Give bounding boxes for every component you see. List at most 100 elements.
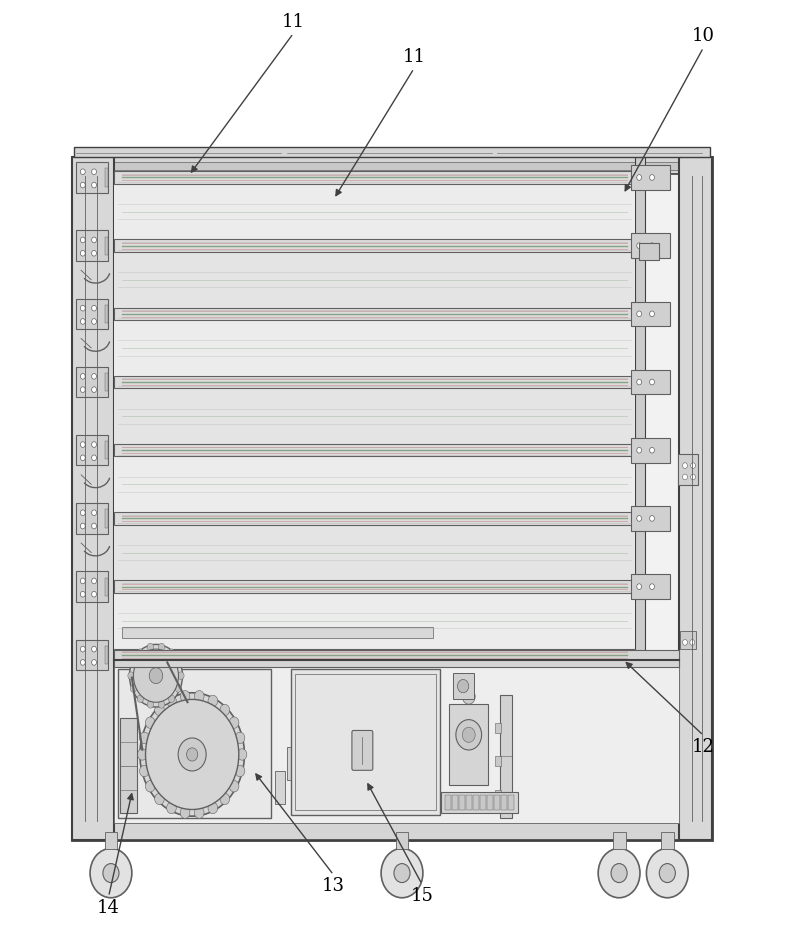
Circle shape [234,733,244,744]
Circle shape [92,510,96,515]
Circle shape [682,474,687,480]
Circle shape [145,716,155,728]
Circle shape [178,738,206,771]
Text: 11: 11 [282,13,304,30]
Circle shape [158,700,165,708]
FancyBboxPatch shape [118,669,271,818]
Text: 13: 13 [322,878,344,895]
FancyBboxPatch shape [507,795,513,810]
Circle shape [140,693,244,816]
Circle shape [682,463,687,469]
Circle shape [80,523,85,529]
Circle shape [636,584,641,589]
FancyBboxPatch shape [660,832,673,849]
FancyBboxPatch shape [679,157,711,840]
FancyBboxPatch shape [120,718,137,813]
Circle shape [80,441,85,447]
FancyBboxPatch shape [114,586,634,655]
Circle shape [229,781,238,792]
Circle shape [92,578,96,584]
Circle shape [92,591,96,597]
Circle shape [154,704,164,716]
FancyBboxPatch shape [677,455,697,485]
Circle shape [649,243,654,249]
FancyBboxPatch shape [612,832,625,849]
Circle shape [220,704,230,716]
FancyBboxPatch shape [105,578,108,596]
FancyBboxPatch shape [114,581,634,593]
FancyBboxPatch shape [76,640,108,670]
FancyBboxPatch shape [287,747,296,780]
FancyBboxPatch shape [500,795,506,810]
FancyBboxPatch shape [472,795,478,810]
Circle shape [177,672,184,679]
FancyBboxPatch shape [395,832,408,849]
FancyBboxPatch shape [114,246,634,314]
FancyBboxPatch shape [114,314,634,382]
Circle shape [168,695,174,702]
Circle shape [229,716,238,728]
Circle shape [208,802,218,813]
Text: 12: 12 [691,738,714,755]
Circle shape [92,387,96,393]
Circle shape [80,237,85,243]
Circle shape [130,660,137,667]
Circle shape [130,684,137,692]
Circle shape [80,660,85,665]
Circle shape [133,649,178,702]
Circle shape [92,455,96,460]
Circle shape [92,306,96,311]
FancyBboxPatch shape [105,645,108,664]
FancyBboxPatch shape [105,510,108,528]
Circle shape [636,447,641,453]
Circle shape [80,251,85,256]
FancyBboxPatch shape [76,299,108,329]
FancyBboxPatch shape [114,177,634,246]
Circle shape [90,848,132,898]
FancyBboxPatch shape [72,157,114,840]
Circle shape [636,515,641,521]
Circle shape [234,765,244,776]
Circle shape [145,699,238,809]
FancyBboxPatch shape [630,437,669,462]
FancyBboxPatch shape [441,792,517,813]
FancyBboxPatch shape [105,373,108,391]
Circle shape [180,807,190,818]
Circle shape [455,719,481,750]
Circle shape [80,646,85,652]
Circle shape [636,175,641,180]
Circle shape [462,689,475,704]
FancyBboxPatch shape [495,723,500,733]
Circle shape [636,311,641,317]
Circle shape [137,695,144,702]
Circle shape [92,441,96,447]
Circle shape [140,733,149,744]
FancyBboxPatch shape [114,518,634,586]
FancyBboxPatch shape [275,771,284,804]
FancyBboxPatch shape [76,435,108,465]
Circle shape [147,643,153,651]
Circle shape [149,668,162,683]
Circle shape [649,447,654,453]
Circle shape [237,749,247,760]
Circle shape [649,584,654,589]
FancyBboxPatch shape [493,795,499,810]
FancyBboxPatch shape [465,795,471,810]
Circle shape [381,848,422,898]
Circle shape [166,696,176,707]
Circle shape [80,387,85,393]
Circle shape [92,374,96,380]
Circle shape [166,802,176,813]
FancyBboxPatch shape [630,370,669,395]
Circle shape [80,455,85,460]
FancyBboxPatch shape [114,444,634,456]
FancyBboxPatch shape [80,162,703,170]
Circle shape [462,727,475,742]
Circle shape [610,864,626,883]
Circle shape [92,169,96,175]
Circle shape [80,591,85,597]
Circle shape [194,691,204,702]
Circle shape [175,684,181,692]
FancyBboxPatch shape [630,574,669,599]
Circle shape [208,696,218,707]
